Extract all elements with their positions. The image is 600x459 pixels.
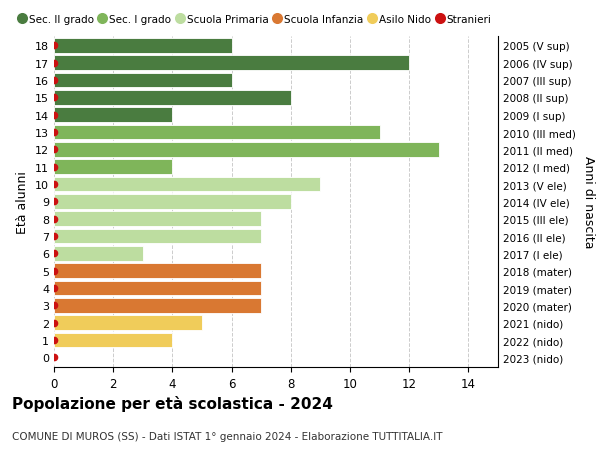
Bar: [54, 160, 172, 175]
Bar: [54, 177, 320, 192]
Text: COMUNE DI MUROS (SS) - Dati ISTAT 1° gennaio 2024 - Elaborazione TUTTITALIA.IT: COMUNE DI MUROS (SS) - Dati ISTAT 1° gen…: [12, 431, 443, 442]
Bar: [54, 212, 261, 227]
Bar: [54, 73, 232, 88]
Bar: [54, 229, 261, 244]
Bar: [54, 316, 202, 330]
Bar: [54, 281, 261, 296]
Bar: [54, 108, 172, 123]
Bar: [54, 91, 291, 106]
Y-axis label: Anni di nascita: Anni di nascita: [582, 156, 595, 248]
Bar: [54, 143, 439, 157]
Legend: Sec. II grado, Sec. I grado, Scuola Primaria, Scuola Infanzia, Asilo Nido, Stran: Sec. II grado, Sec. I grado, Scuola Prim…: [19, 15, 491, 25]
Bar: [54, 298, 261, 313]
Bar: [54, 333, 172, 348]
Bar: [54, 125, 380, 140]
Y-axis label: Età alunni: Età alunni: [16, 171, 29, 233]
Bar: [54, 264, 261, 279]
Bar: [54, 56, 409, 71]
Bar: [54, 246, 143, 261]
Bar: [54, 39, 232, 54]
Bar: [54, 195, 291, 209]
Text: Popolazione per età scolastica - 2024: Popolazione per età scolastica - 2024: [12, 395, 333, 411]
